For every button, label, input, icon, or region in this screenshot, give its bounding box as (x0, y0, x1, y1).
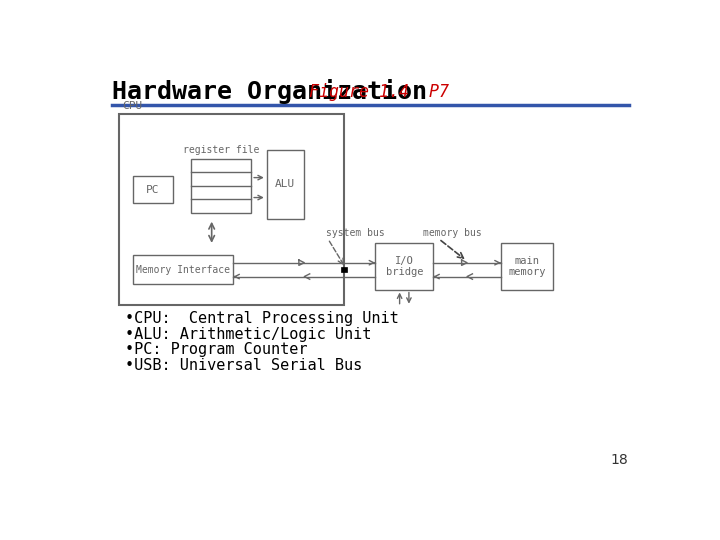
Bar (191, 159, 251, 213)
Text: Hardware Organization: Hardware Organization (112, 79, 427, 104)
Bar (500, 244, 554, 289)
Text: •ALU: Arithmetic/Logic Unit: •ALU: Arithmetic/Logic Unit (125, 327, 372, 342)
Bar (120, 114, 344, 305)
Text: 18: 18 (611, 453, 629, 467)
Text: register file: register file (183, 145, 259, 155)
Bar (132, 255, 233, 284)
Bar (132, 177, 173, 204)
Bar (341, 267, 347, 272)
Text: •PC: Program Counter: •PC: Program Counter (125, 342, 307, 357)
Text: CPU: CPU (122, 101, 143, 111)
Text: Figure 1.4  P7: Figure 1.4 P7 (309, 83, 449, 101)
Bar (266, 150, 304, 219)
Text: Memory Interface: Memory Interface (136, 265, 230, 275)
Text: ALU: ALU (275, 179, 295, 189)
Text: I/O
bridge: I/O bridge (385, 256, 423, 278)
Text: PC: PC (146, 185, 160, 195)
Bar (375, 244, 433, 289)
Text: memory bus: memory bus (423, 228, 482, 238)
Text: •USB: Universal Serial Bus: •USB: Universal Serial Bus (125, 357, 362, 373)
Text: •CPU:  Central Processing Unit: •CPU: Central Processing Unit (125, 312, 399, 326)
Text: main
memory: main memory (508, 256, 546, 278)
Text: system bus: system bus (326, 228, 385, 238)
